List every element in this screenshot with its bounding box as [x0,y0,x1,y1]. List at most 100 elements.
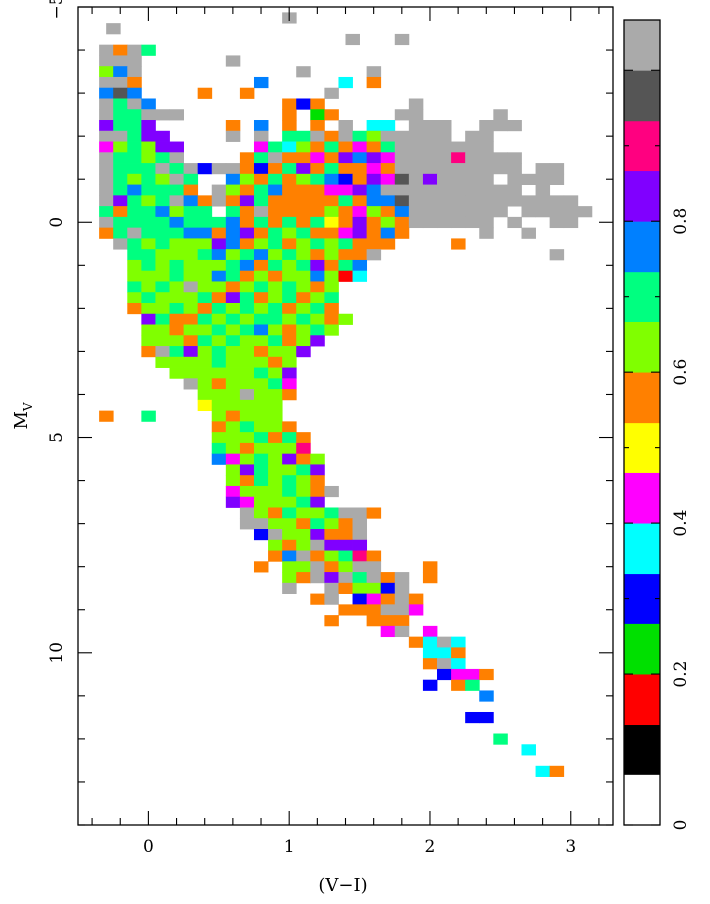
heatmap-cell [437,163,452,175]
heatmap-cell [197,163,213,175]
heatmap-cell [549,765,565,777]
heatmap-cell [408,141,424,153]
heatmap-cell [155,195,170,207]
heatmap-cell [282,485,297,498]
heatmap-cell [211,399,227,412]
heatmap-cell [268,195,283,207]
heatmap-cell [141,152,156,164]
heatmap-cell [225,335,241,347]
heatmap-cell [507,120,522,132]
heatmap-cell [352,195,368,207]
heatmap-cell [113,141,128,153]
heatmap-cell [394,141,410,153]
heatmap-cell [422,658,438,670]
heatmap-cell [296,195,311,207]
heatmap-cell [253,410,269,422]
heatmap-cell [310,259,325,272]
colorbar-swatch [624,523,660,575]
heatmap-cell [296,561,311,573]
heatmap-cell [141,173,156,185]
heatmap-cell [535,184,551,196]
heatmap-cell [282,238,297,250]
heatmap-cell [310,195,325,207]
heatmap-cell [268,378,283,390]
heatmap-cell [338,518,353,530]
heatmap-cell [225,249,241,261]
colorbar-tick-labels: 0 0.2 0.4 0.6 0.8 [671,208,691,831]
heatmap-cell [239,184,255,196]
heatmap-cell [169,259,184,272]
heatmap-cell [380,184,396,196]
heatmap-cell [394,593,410,605]
heatmap-cell [113,55,128,67]
heatmap-cell [352,561,368,573]
heatmap-cell [211,313,227,325]
heatmap-cell [338,163,353,175]
heatmap-cell [127,259,142,272]
heatmap-cell [253,173,269,185]
heatmap-cell [296,346,311,358]
heatmap-cell [253,561,269,573]
heatmap-cell [507,195,522,207]
heatmap-cell [380,130,396,142]
heatmap-cell [310,550,325,562]
heatmap-cell [437,658,452,670]
heatmap-cell [408,163,424,175]
x-tick-label: 2 [425,837,436,857]
heatmap-cell [451,636,466,648]
heatmap-cell [253,206,269,218]
heatmap-cell [141,238,156,250]
heatmap-cell [127,292,142,304]
heatmap-cell [352,507,368,519]
heatmap-cell [141,109,156,121]
heatmap-cell [380,173,396,185]
x-axis-ticks [91,7,600,825]
heatmap-cell [225,259,241,272]
heatmap-cell [225,227,241,239]
heatmap-cell [253,216,269,229]
heatmap-cell [310,109,325,121]
heatmap-cell [268,518,283,530]
heatmap-cell [253,485,269,498]
heatmap-cell [310,496,325,508]
heatmap-cell [563,216,579,229]
heatmap-cell [338,582,353,594]
heatmap-cell [310,184,325,196]
heatmap-cell [296,507,311,519]
y-axis-label: MV [11,402,35,429]
heatmap-cell [225,163,241,175]
heatmap-cell [99,227,114,239]
x-tick-label: 3 [565,837,576,857]
heatmap-cell [521,227,536,239]
heatmap-cell [127,109,142,121]
heatmap-cell [394,227,410,239]
heatmap-cell [296,216,311,229]
heatmap-cell [338,120,353,132]
heatmap-cell [366,66,382,78]
heatmap-cell [253,496,269,508]
colorbar-swatch [624,19,660,71]
heatmap-cell [422,561,438,573]
heatmap-cell [366,216,382,229]
heatmap-cell [253,227,269,239]
heatmap-cell [352,270,368,282]
heatmap-cell [169,195,184,207]
heatmap-cell [296,270,311,282]
heatmap-cell [563,206,579,218]
heatmap-cell [169,324,184,336]
colorbar-swatches [624,19,660,826]
heatmap-cell [507,163,522,175]
heatmap-cell [127,173,142,185]
heatmap-cell [338,173,353,185]
heatmap-cell [253,281,269,293]
heatmap-cell [169,109,184,121]
heatmap-cell [577,206,593,218]
heatmap-cell [451,216,466,229]
heatmap-cell [141,195,156,207]
heatmap-cell [127,87,142,99]
heatmap-cell [465,679,480,691]
heatmap-cell [99,184,114,196]
heatmap-cell [296,227,311,239]
heatmap-cell [282,141,297,153]
heatmap-cell [239,335,255,347]
